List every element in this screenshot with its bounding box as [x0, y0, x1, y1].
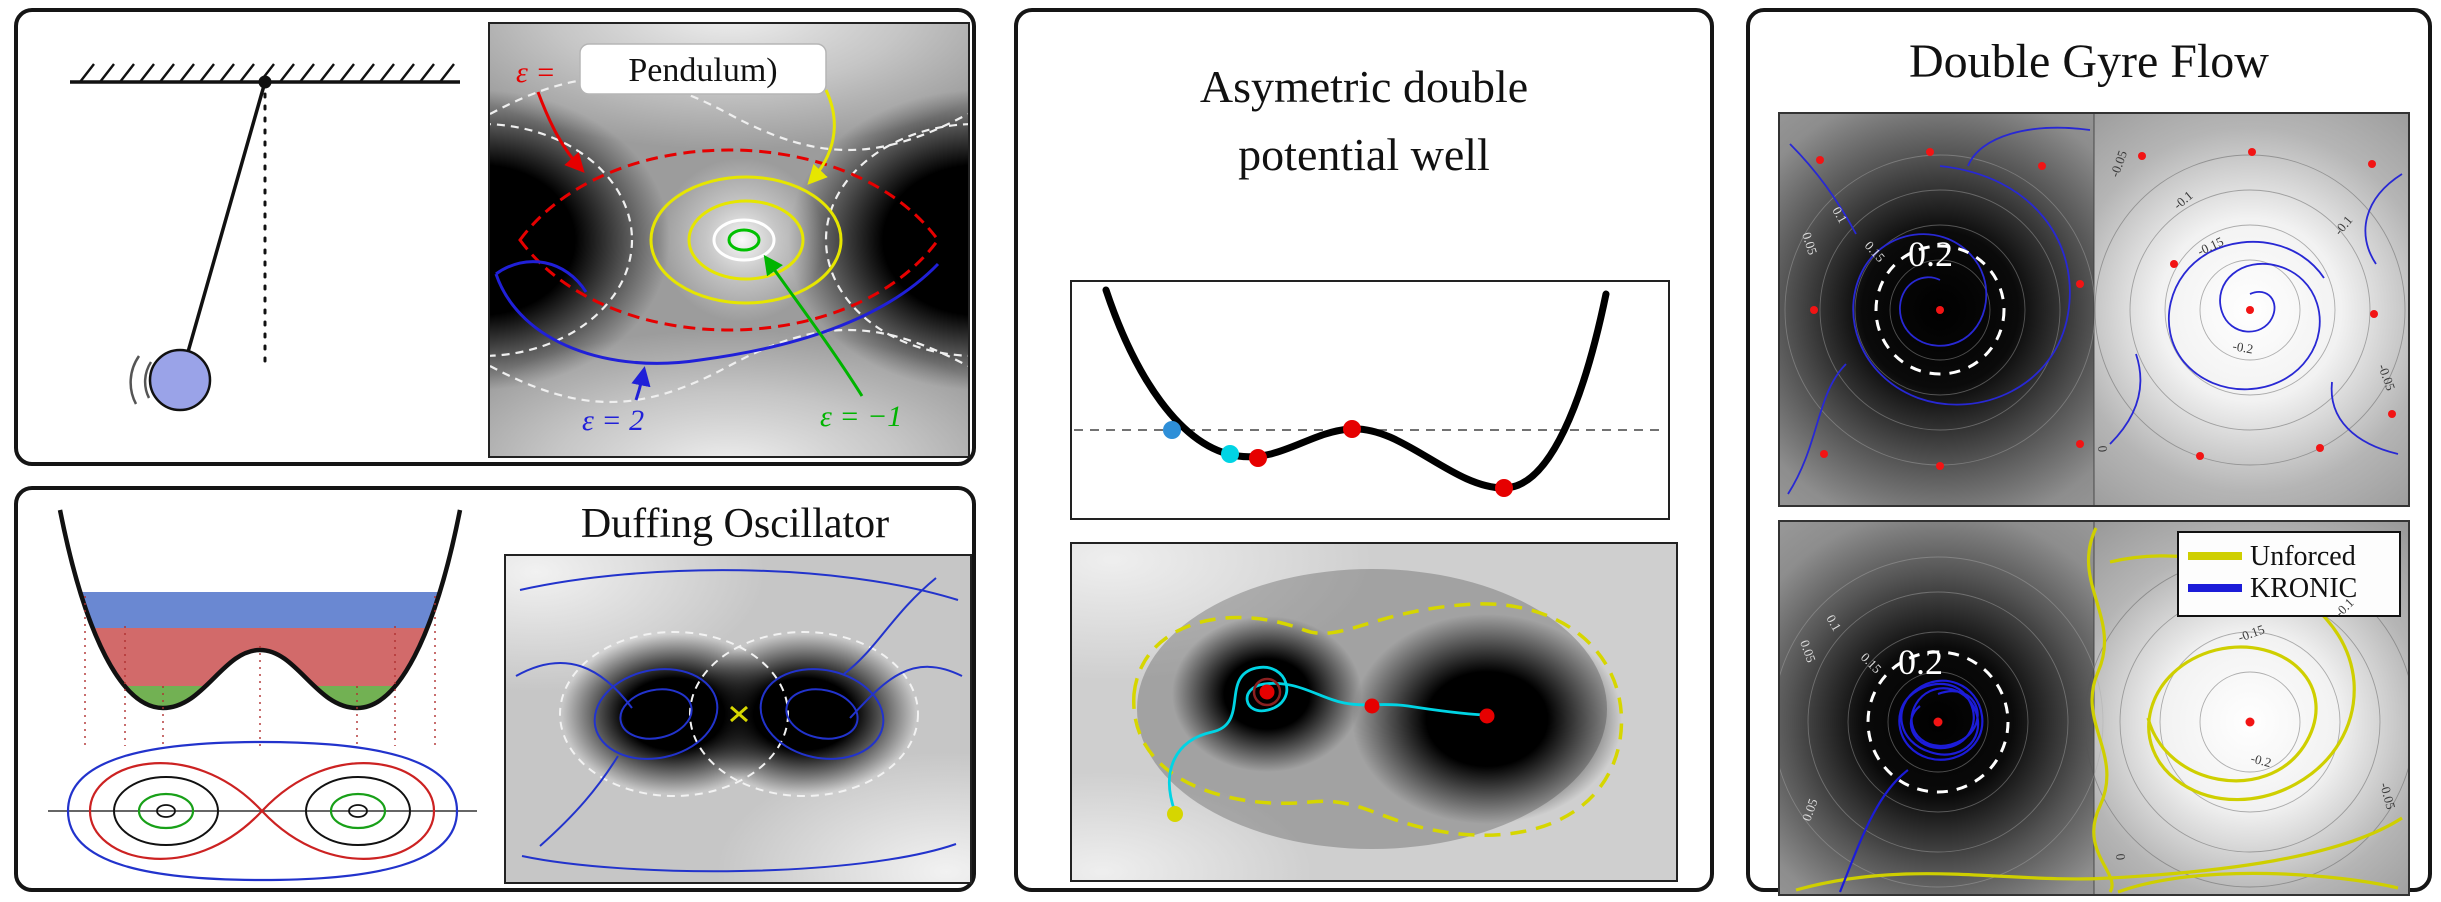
- epsilon-label-green: ε = −1: [820, 400, 902, 433]
- contour-rings-right: [2094, 154, 2406, 466]
- asym-potential-frame: [1070, 280, 1670, 520]
- asym-contour-plot: [1072, 544, 1676, 880]
- svg-text:0.1: 0.1: [1823, 612, 1844, 634]
- pendulum-schematic: [70, 63, 460, 412]
- pendulum-phase-frame: Pendulum) ε = ε = 2 ε = −1: [488, 22, 970, 458]
- blue-trajectories: [1787, 126, 2403, 495]
- white-dashed-separatrix: [559, 631, 919, 797]
- blue-trajectories: [515, 569, 963, 873]
- white-dashed-contours: [490, 77, 968, 403]
- green-arrow: [763, 254, 864, 397]
- gyre-top-frame: 0.2 0.05 0.1 0.15 -0.05 -0.1 -0.15 -0.2 …: [1778, 112, 2410, 507]
- gyre-title: Double Gyre Flow: [1909, 35, 2269, 88]
- epsilon-label-blue: ε = 2: [582, 404, 644, 437]
- pendulum-phase-portrait: Pendulum) ε = ε = 2 ε = −1: [490, 24, 968, 456]
- gyre-bottom-plot: 0.2 Unforced KRONIC 0.05 0.1 0.15 0.05 -…: [1780, 522, 2408, 894]
- blue-kronic-trajectory: [1838, 679, 1984, 893]
- gyre-bottom-frame: 0.2 Unforced KRONIC 0.05 0.1 0.15 0.05 -…: [1778, 520, 2410, 896]
- panel-duffing: Duffing Oscillator: [14, 486, 976, 892]
- yellow-initial-point: [1167, 806, 1183, 822]
- level-label: 0.2: [1908, 234, 1953, 274]
- pendulum-bob: [148, 348, 212, 412]
- yellow-saddle-marker: [730, 705, 748, 723]
- svg-text:0.05: 0.05: [1799, 230, 1820, 256]
- gyre-background: [1780, 114, 2408, 505]
- duffing-phase-plot: [506, 556, 970, 882]
- epsilon-label-red: ε =: [516, 56, 556, 89]
- grayscale-background: [506, 556, 970, 882]
- asym-contour-frame: [1070, 542, 1678, 882]
- svg-text:0.05: 0.05: [1799, 797, 1821, 824]
- duffing-phase-frame: [504, 554, 972, 884]
- blue-trajectory: [494, 260, 940, 365]
- equilibria-dots: [1252, 677, 1495, 724]
- contour-rings-left: [1780, 556, 2104, 888]
- asym-potential-plot: [1074, 286, 1666, 497]
- svg-text:-0.2: -0.2: [2231, 338, 2254, 356]
- potential-curve: [57, 509, 463, 711]
- svg-text:-0.2: -0.2: [2249, 750, 2273, 770]
- dotted-guide-lines: [84, 596, 436, 746]
- level-label: 0.2: [1898, 642, 1943, 682]
- contour-rings-left: [1784, 154, 2096, 466]
- panel-pendulum: Pendulum) ε = ε = 2 ε = −1: [14, 8, 976, 466]
- green-center-orbit: [727, 228, 761, 252]
- yellow-dashed-level-set: [1132, 602, 1624, 837]
- yellow-arrow: [807, 89, 836, 185]
- white-dashed-level-circle: [1874, 244, 2006, 376]
- legend: Unforced KRONIC: [2177, 531, 2401, 617]
- title-box: [579, 43, 827, 95]
- svg-text:0: 0: [2113, 853, 2129, 861]
- duffing-title: Duffing Oscillator: [580, 501, 890, 547]
- red-equilibrium-dots: [1933, 717, 2255, 727]
- blue-arrow: [631, 366, 651, 401]
- legend-label-unforced: Unforced: [2250, 541, 2356, 572]
- legend-label-kronic: KRONIC: [2250, 573, 2357, 604]
- yellow-unforced-trajectories: [1795, 527, 2403, 894]
- svg-text:0.05: 0.05: [1797, 638, 1819, 665]
- swing-arcs: [129, 355, 153, 405]
- svg-text:0: 0: [2095, 445, 2111, 453]
- panel-title: Pendulum): [628, 52, 777, 89]
- asym-title-line1: Asymetric double: [1199, 61, 1529, 112]
- gyre-top-plot: 0.2 0.05 0.1 0.15 -0.05 -0.1 -0.15 -0.2 …: [1780, 114, 2408, 505]
- equilibria-and-ic-dots: [1163, 420, 1513, 497]
- red-arrow: [536, 91, 585, 173]
- cyan-controlled-trajectory: [1168, 665, 1485, 813]
- panel-asymmetric-well: Asymetric double potential well: [1014, 8, 1714, 892]
- white-ring-orbit: [712, 218, 776, 262]
- svg-text:-0.05: -0.05: [2377, 781, 2399, 811]
- yellow-orbits: [649, 175, 843, 305]
- red-initial-condition-dots: [1810, 148, 2396, 470]
- svg-text:0.1: 0.1: [1829, 204, 1850, 226]
- asym-title-line2: potential well: [1238, 129, 1490, 180]
- pendulum-rod: [178, 81, 267, 381]
- phase-portrait-orbits: [48, 740, 477, 882]
- potential-curve: [1102, 286, 1610, 492]
- potential-well-diagram: [48, 509, 477, 882]
- panel-double-gyre: Double Gyre Flow: [1746, 8, 2432, 896]
- white-dashed-level-circle: [1866, 650, 2010, 794]
